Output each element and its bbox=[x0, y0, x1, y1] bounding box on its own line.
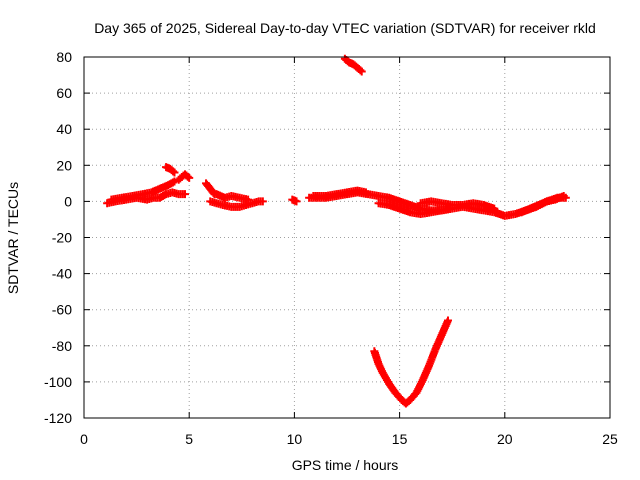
x-tick-label: 15 bbox=[392, 431, 408, 447]
data-point bbox=[559, 191, 568, 200]
data-point bbox=[258, 197, 267, 206]
y-tick-label: -120 bbox=[44, 410, 72, 426]
data-point bbox=[361, 188, 370, 197]
data-series bbox=[103, 54, 570, 408]
y-tick-label: 0 bbox=[64, 193, 72, 209]
y-tick-label: 60 bbox=[56, 85, 72, 101]
grid bbox=[84, 57, 610, 418]
y-tick-label: 40 bbox=[56, 121, 72, 137]
data-point bbox=[244, 195, 253, 204]
data-point bbox=[292, 197, 301, 206]
data-point bbox=[183, 172, 192, 181]
data-point bbox=[357, 67, 366, 76]
x-tick-label: 10 bbox=[287, 431, 303, 447]
y-tick-label: -60 bbox=[52, 302, 72, 318]
y-axis-label: SDTVAR / TECUs bbox=[5, 182, 21, 294]
y-tick-labels: -120 -100 -80 -60 -40 -20 0 20 40 60 80 bbox=[44, 49, 72, 426]
x-axis-label: GPS time / hours bbox=[292, 457, 399, 473]
data-point bbox=[490, 204, 499, 213]
data-point bbox=[169, 167, 178, 176]
plot-frame bbox=[83, 56, 611, 419]
y-tick-label: -20 bbox=[52, 230, 72, 246]
data-point bbox=[443, 316, 452, 325]
series-group bbox=[103, 54, 570, 408]
y-tick-label: 80 bbox=[56, 49, 72, 65]
x-tick-label: 25 bbox=[602, 431, 618, 447]
chart-title: Day 365 of 2025, Sidereal Day-to-day VTE… bbox=[94, 20, 596, 36]
x-tick-label: 0 bbox=[80, 431, 88, 447]
x-tick-label: 5 bbox=[185, 431, 193, 447]
data-point bbox=[180, 190, 189, 199]
y-tick-label: -80 bbox=[52, 338, 72, 354]
x-tick-label: 20 bbox=[497, 431, 513, 447]
y-tick-label: 20 bbox=[56, 157, 72, 173]
y-tick-label: -40 bbox=[52, 266, 72, 282]
x-tick-labels: 0 5 10 15 20 25 bbox=[80, 431, 618, 447]
data-point bbox=[170, 177, 179, 186]
data-point bbox=[185, 173, 194, 182]
data-point bbox=[170, 168, 179, 177]
data-point bbox=[356, 66, 365, 75]
y-tick-label: -100 bbox=[44, 374, 72, 390]
